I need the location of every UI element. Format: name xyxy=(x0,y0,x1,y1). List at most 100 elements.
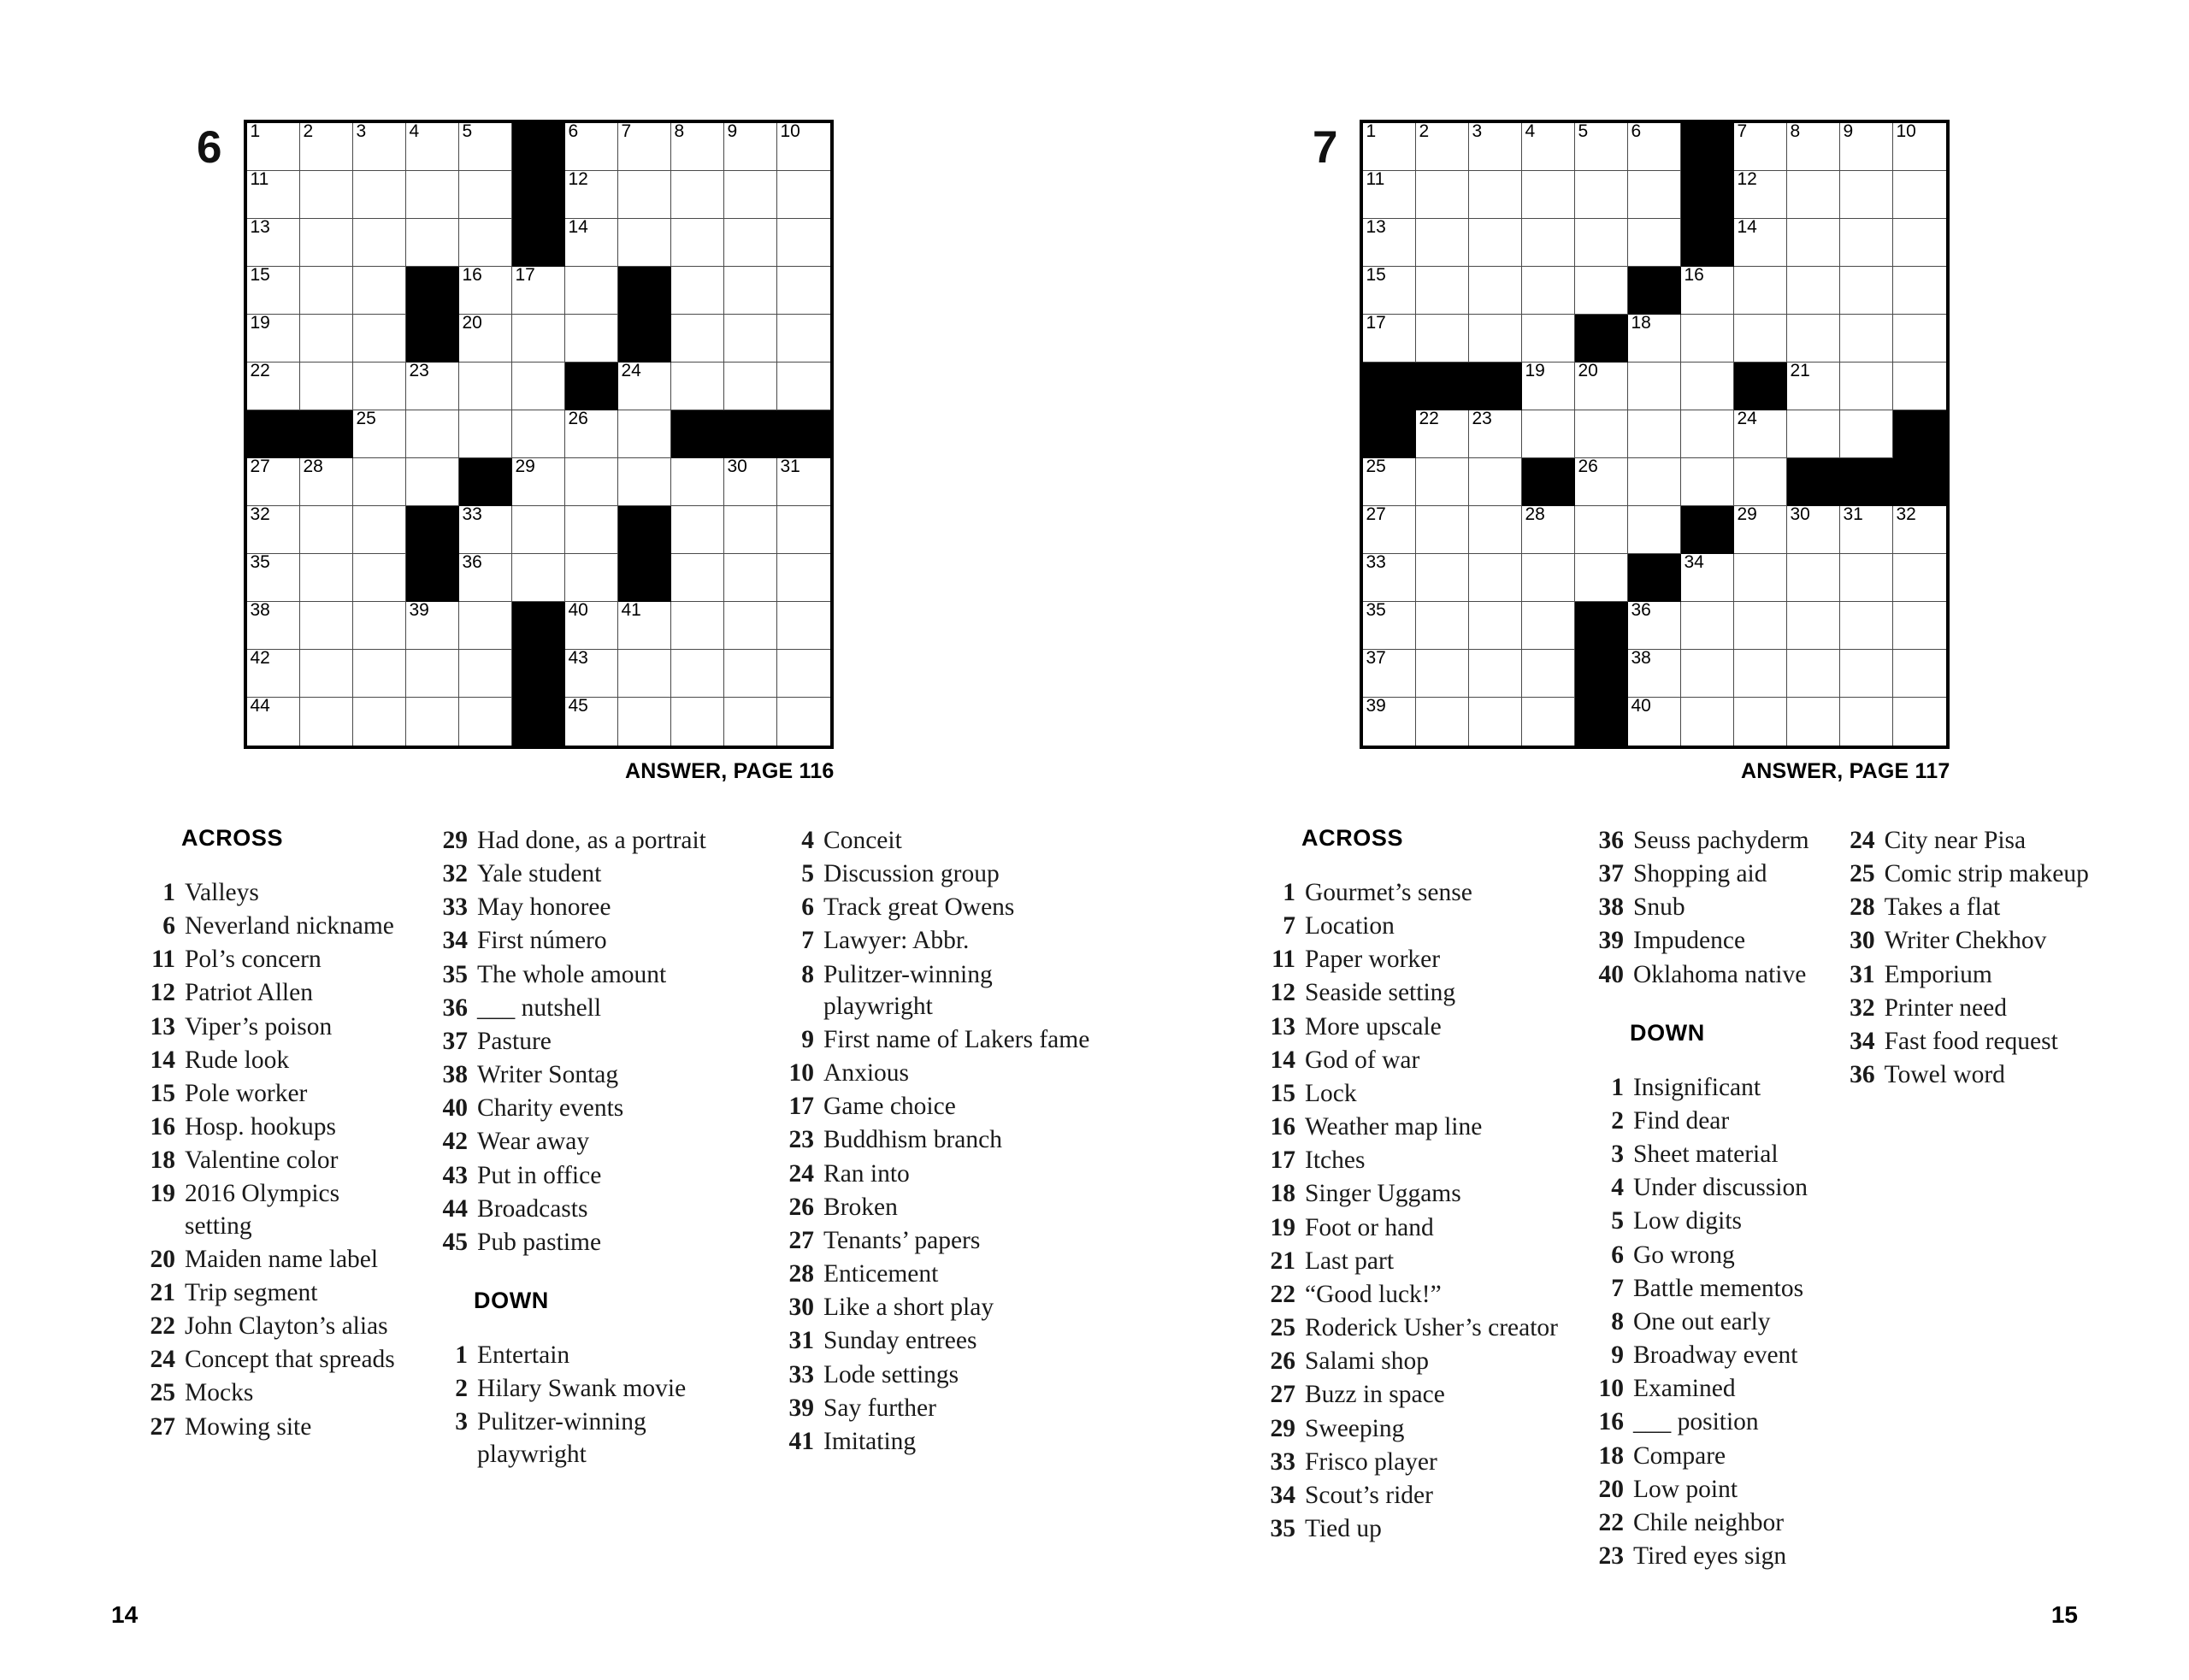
grid-cell[interactable] xyxy=(1734,267,1788,315)
grid-cell[interactable] xyxy=(1628,458,1682,506)
grid-cell[interactable] xyxy=(1575,410,1629,458)
grid-cell[interactable]: 16 xyxy=(1681,265,1735,315)
grid-cell[interactable]: 11 xyxy=(1363,169,1417,219)
grid-cell[interactable] xyxy=(353,267,407,315)
grid-cell[interactable] xyxy=(512,410,566,458)
grid-cell[interactable]: 24 xyxy=(618,361,672,410)
grid-cell[interactable]: 25 xyxy=(353,409,407,458)
grid-cell[interactable]: 10 xyxy=(777,121,831,171)
grid-cell[interactable] xyxy=(724,698,778,746)
grid-cell[interactable]: 20 xyxy=(1575,361,1629,410)
grid-cell[interactable] xyxy=(353,363,407,410)
grid-cell[interactable] xyxy=(1469,554,1523,602)
grid-cell[interactable] xyxy=(1787,315,1841,363)
grid-cell[interactable] xyxy=(1840,602,1894,650)
grid-cell[interactable]: 13 xyxy=(1363,217,1417,267)
grid-cell[interactable]: 37 xyxy=(1363,648,1417,698)
grid-cell[interactable] xyxy=(300,363,354,410)
grid-cell[interactable]: 45 xyxy=(565,696,619,746)
grid-cell[interactable]: 22 xyxy=(1416,409,1470,458)
grid-cell[interactable] xyxy=(512,506,566,554)
grid-cell[interactable] xyxy=(1681,602,1735,650)
grid-cell[interactable]: 9 xyxy=(1840,121,1894,171)
grid-cell[interactable] xyxy=(1469,506,1523,554)
grid-cell[interactable] xyxy=(618,458,672,506)
grid-cell[interactable]: 2 xyxy=(1416,121,1470,171)
grid-cell[interactable]: 15 xyxy=(247,265,301,315)
grid-cell[interactable] xyxy=(1840,219,1894,267)
grid-cell[interactable] xyxy=(1893,267,1947,315)
grid-cell[interactable] xyxy=(1734,554,1788,602)
grid-cell[interactable] xyxy=(1787,698,1841,746)
grid-cell[interactable] xyxy=(1787,171,1841,219)
grid-cell[interactable]: 7 xyxy=(618,121,672,171)
grid-cell[interactable] xyxy=(618,698,672,746)
grid-cell[interactable] xyxy=(1416,171,1470,219)
grid-cell[interactable]: 4 xyxy=(1522,121,1576,171)
grid-cell[interactable] xyxy=(459,171,513,219)
grid-cell[interactable] xyxy=(459,219,513,267)
grid-cell[interactable]: 19 xyxy=(247,313,301,363)
crossword-grid-7[interactable]: 1 2 3 4 5 6 7 8 9 10 11 12 13 14 15 16 17 18 19 20 21 22 23 24 2… xyxy=(1360,120,1950,749)
grid-cell[interactable] xyxy=(300,554,354,602)
grid-cell[interactable]: 36 xyxy=(459,552,513,602)
grid-cell[interactable]: 41 xyxy=(618,600,672,650)
grid-cell[interactable]: 18 xyxy=(1628,313,1682,363)
grid-cell[interactable] xyxy=(353,315,407,363)
grid-cell[interactable]: 30 xyxy=(1787,504,1841,554)
grid-cell[interactable] xyxy=(353,219,407,267)
grid-cell[interactable]: 23 xyxy=(1469,409,1523,458)
grid-cell[interactable] xyxy=(724,171,778,219)
grid-cell[interactable]: 21 xyxy=(1787,361,1841,410)
grid-cell[interactable]: 33 xyxy=(1363,552,1417,602)
grid-cell[interactable] xyxy=(1893,650,1947,698)
grid-cell[interactable] xyxy=(1787,650,1841,698)
grid-cell[interactable]: 1 xyxy=(247,121,301,171)
grid-cell[interactable]: 13 xyxy=(247,217,301,267)
grid-cell[interactable] xyxy=(671,219,725,267)
grid-cell[interactable]: 10 xyxy=(1893,121,1947,171)
grid-cell[interactable] xyxy=(1469,171,1523,219)
grid-cell[interactable] xyxy=(459,410,513,458)
grid-cell[interactable] xyxy=(459,363,513,410)
grid-cell[interactable] xyxy=(724,363,778,410)
grid-cell[interactable]: 16 xyxy=(459,265,513,315)
grid-cell[interactable] xyxy=(300,219,354,267)
grid-cell[interactable] xyxy=(1840,315,1894,363)
grid-cell[interactable]: 5 xyxy=(459,121,513,171)
grid-cell[interactable] xyxy=(1628,219,1682,267)
grid-cell[interactable]: 14 xyxy=(1734,217,1788,267)
grid-cell[interactable]: 40 xyxy=(565,600,619,650)
grid-cell[interactable] xyxy=(1893,698,1947,746)
grid-cell[interactable] xyxy=(671,458,725,506)
grid-cell[interactable] xyxy=(777,554,831,602)
grid-cell[interactable] xyxy=(1522,698,1576,746)
grid-cell[interactable] xyxy=(565,458,619,506)
grid-cell[interactable] xyxy=(1469,698,1523,746)
grid-cell[interactable] xyxy=(671,554,725,602)
grid-cell[interactable] xyxy=(1522,219,1576,267)
grid-cell[interactable] xyxy=(459,698,513,746)
grid-cell[interactable] xyxy=(1522,410,1576,458)
grid-cell[interactable] xyxy=(1469,267,1523,315)
grid-cell[interactable] xyxy=(777,171,831,219)
grid-cell[interactable] xyxy=(406,171,460,219)
grid-cell[interactable] xyxy=(671,650,725,698)
grid-cell[interactable]: 14 xyxy=(565,217,619,267)
grid-cell[interactable] xyxy=(777,315,831,363)
crossword-grid-6[interactable]: 1 2 3 4 5 6 7 8 9 10 11 12 13 14 15 16 17 19 20 22 23 24 25 26 2… xyxy=(244,120,835,749)
grid-cell[interactable] xyxy=(300,698,354,746)
grid-cell[interactable] xyxy=(1469,458,1523,506)
grid-cell[interactable] xyxy=(1840,267,1894,315)
grid-cell[interactable] xyxy=(724,506,778,554)
grid-cell[interactable] xyxy=(724,554,778,602)
grid-cell[interactable] xyxy=(1893,602,1947,650)
grid-cell[interactable] xyxy=(353,458,407,506)
grid-cell[interactable]: 39 xyxy=(1363,696,1417,746)
grid-cell[interactable]: 23 xyxy=(406,361,460,410)
grid-cell[interactable] xyxy=(1628,171,1682,219)
grid-cell[interactable]: 1 xyxy=(1363,121,1417,171)
grid-cell[interactable] xyxy=(565,554,619,602)
grid-cell[interactable]: 38 xyxy=(247,600,301,650)
grid-cell[interactable] xyxy=(671,363,725,410)
